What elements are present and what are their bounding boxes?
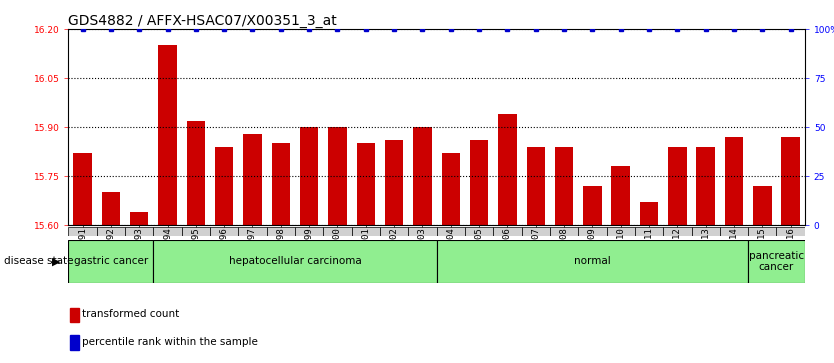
Text: GSM1200308: GSM1200308 — [560, 227, 569, 281]
Bar — [187, 121, 205, 363]
Bar — [753, 186, 771, 363]
Bar — [329, 127, 347, 363]
Bar — [357, 143, 375, 363]
Text: ▶: ▶ — [53, 256, 61, 266]
Bar — [611, 166, 630, 363]
Bar — [413, 127, 432, 363]
Bar — [437, 240, 748, 283]
Text: GSM1200313: GSM1200313 — [701, 227, 711, 281]
Bar — [73, 153, 92, 363]
Bar — [555, 147, 573, 363]
Bar — [70, 335, 79, 350]
Bar — [409, 227, 437, 236]
Text: GSM1200296: GSM1200296 — [219, 227, 229, 281]
Text: GSM1200311: GSM1200311 — [645, 227, 654, 281]
Bar — [578, 227, 606, 236]
Text: GSM1200294: GSM1200294 — [163, 227, 172, 281]
Text: transformed count: transformed count — [83, 309, 179, 319]
Text: GSM1200312: GSM1200312 — [673, 227, 682, 281]
Bar — [272, 143, 290, 363]
Text: GSM1200305: GSM1200305 — [475, 227, 484, 281]
Text: GSM1200309: GSM1200309 — [588, 227, 597, 281]
Text: GSM1200298: GSM1200298 — [276, 227, 285, 281]
Bar — [102, 192, 120, 363]
Bar — [68, 227, 97, 236]
Text: GSM1200315: GSM1200315 — [758, 227, 766, 281]
Bar — [244, 134, 262, 363]
Text: GSM1200297: GSM1200297 — [248, 227, 257, 281]
Text: GSM1200302: GSM1200302 — [389, 227, 399, 281]
Bar — [583, 186, 601, 363]
Text: GSM1200300: GSM1200300 — [333, 227, 342, 281]
Text: GSM1200304: GSM1200304 — [446, 227, 455, 281]
Bar — [68, 240, 153, 283]
Bar — [215, 147, 234, 363]
Text: GSM1200307: GSM1200307 — [531, 227, 540, 281]
Text: GDS4882 / AFFX-HSAC07/X00351_3_at: GDS4882 / AFFX-HSAC07/X00351_3_at — [68, 14, 337, 28]
Text: GSM1200295: GSM1200295 — [191, 227, 200, 281]
Bar — [210, 227, 239, 236]
Bar — [153, 240, 437, 283]
Text: GSM1200316: GSM1200316 — [786, 227, 795, 281]
Bar — [300, 127, 319, 363]
Bar — [748, 240, 805, 283]
Bar — [385, 140, 404, 363]
Bar — [526, 147, 545, 363]
Text: percentile rank within the sample: percentile rank within the sample — [83, 337, 259, 347]
Bar — [158, 45, 177, 363]
Bar — [441, 153, 460, 363]
Bar — [663, 227, 691, 236]
Bar — [70, 307, 79, 322]
Text: GSM1200310: GSM1200310 — [616, 227, 626, 281]
Bar — [295, 227, 324, 236]
Text: GSM1200299: GSM1200299 — [304, 227, 314, 281]
Bar — [635, 227, 663, 236]
Bar — [781, 137, 800, 363]
Text: GSM1200301: GSM1200301 — [361, 227, 370, 281]
Bar — [182, 227, 210, 236]
Bar — [640, 202, 658, 363]
Bar — [696, 147, 715, 363]
Bar — [352, 227, 380, 236]
Bar — [125, 227, 153, 236]
Bar — [465, 227, 493, 236]
Text: hepatocellular carcinoma: hepatocellular carcinoma — [229, 256, 361, 266]
Bar — [498, 114, 516, 363]
Bar — [776, 227, 805, 236]
Bar — [380, 227, 409, 236]
Bar — [324, 227, 352, 236]
Bar — [239, 227, 267, 236]
Bar — [720, 227, 748, 236]
Text: GSM1200314: GSM1200314 — [730, 227, 738, 281]
Bar — [267, 227, 295, 236]
Text: gastric cancer: gastric cancer — [73, 256, 148, 266]
Bar — [153, 227, 182, 236]
Bar — [130, 212, 148, 363]
Text: GSM1200306: GSM1200306 — [503, 227, 512, 281]
Bar — [748, 227, 776, 236]
Text: disease state: disease state — [4, 256, 73, 266]
Bar — [691, 227, 720, 236]
Text: GSM1200292: GSM1200292 — [107, 227, 115, 281]
Text: pancreatic
cancer: pancreatic cancer — [749, 250, 804, 272]
Text: GSM1200293: GSM1200293 — [135, 227, 143, 281]
Bar — [97, 227, 125, 236]
Bar — [725, 137, 743, 363]
Bar — [470, 140, 488, 363]
Text: GSM1200303: GSM1200303 — [418, 227, 427, 281]
Bar — [606, 227, 635, 236]
Text: normal: normal — [574, 256, 610, 266]
Text: GSM1200291: GSM1200291 — [78, 227, 87, 281]
Bar — [437, 227, 465, 236]
Bar — [521, 227, 550, 236]
Bar — [550, 227, 578, 236]
Bar — [668, 147, 686, 363]
Bar — [493, 227, 521, 236]
